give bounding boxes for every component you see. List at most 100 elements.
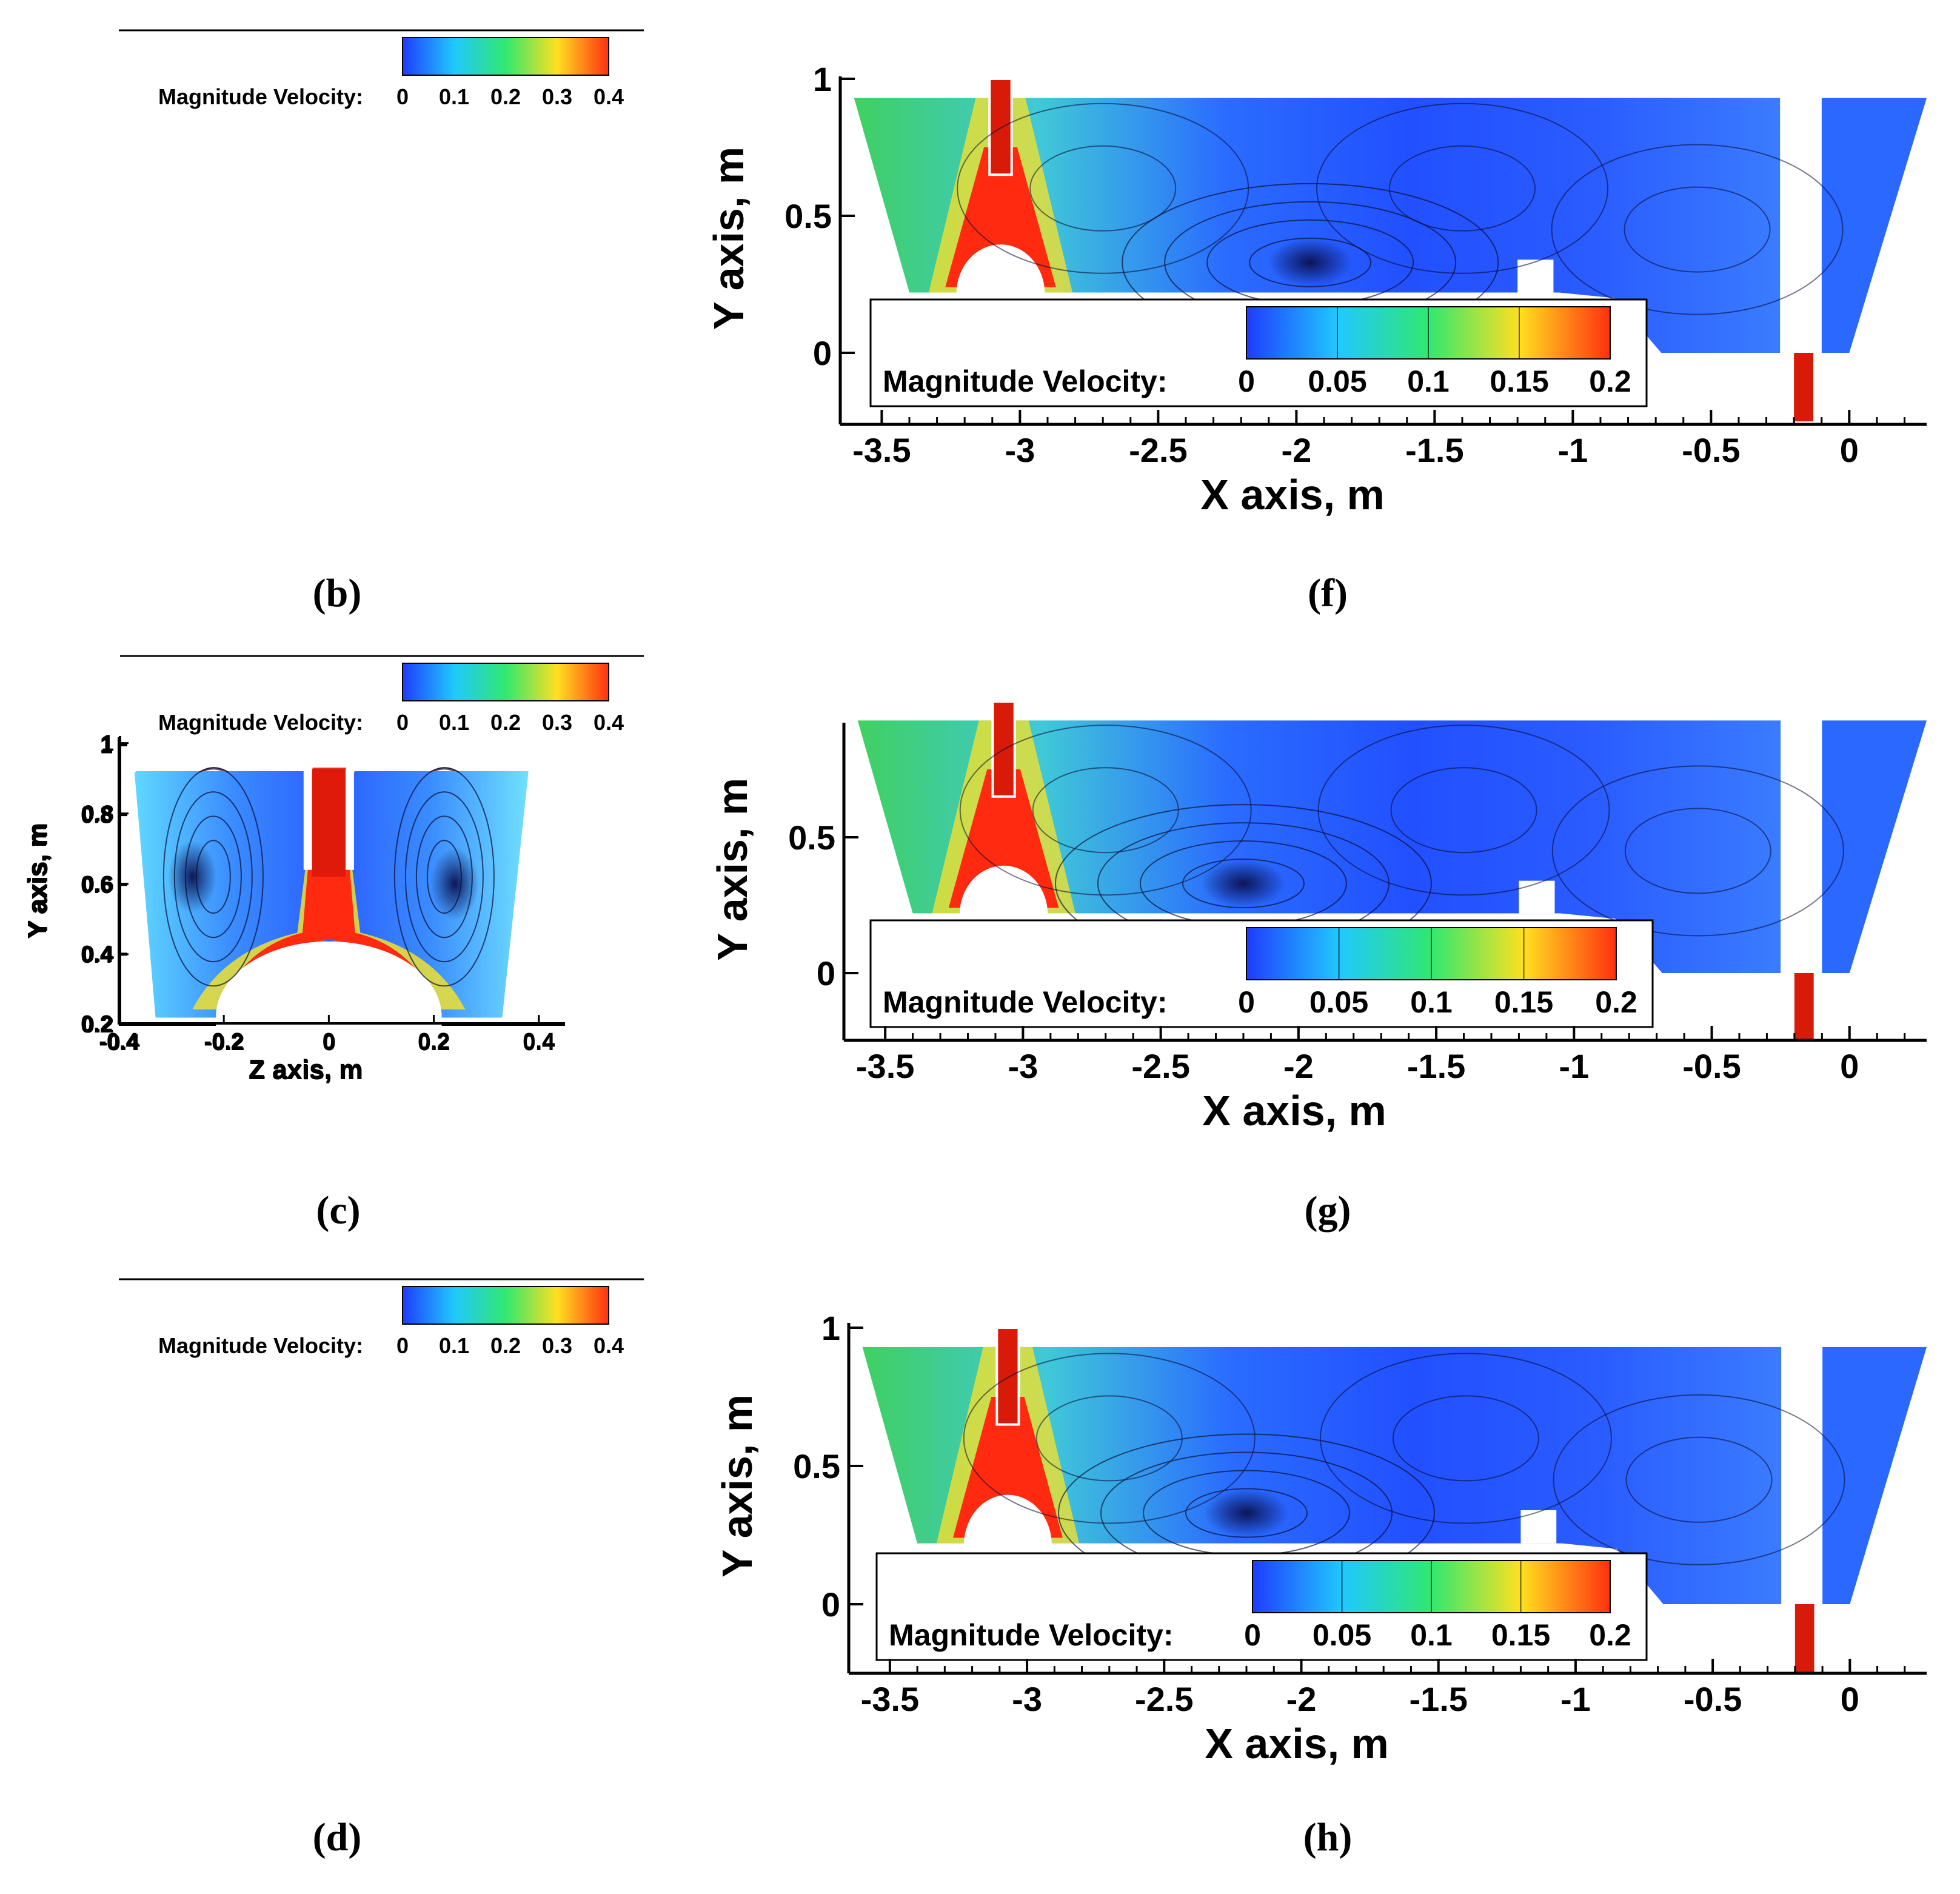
streamline: [1029, 145, 1177, 232]
vortex-core: [1204, 1488, 1289, 1538]
x-tick-label: -3.5: [861, 1680, 920, 1718]
x-tick-label: -0.2: [204, 1029, 243, 1054]
colorbar-tick-label: 0.2: [490, 1333, 521, 1358]
y-tick-label: 0.8: [82, 801, 114, 827]
y-axis-label: Y axis, m: [24, 823, 53, 938]
streamline: [1392, 1395, 1539, 1482]
x-tick-label: 0.2: [418, 1029, 450, 1054]
streamline: [162, 767, 264, 987]
colorbar-title: Magnitude Velocity:: [889, 1618, 1174, 1652]
y-axis-label: Y axis, m: [22, 823, 52, 938]
x-tick-label: 0: [1841, 1680, 1859, 1718]
colorbar-tick-label: 0.3: [542, 84, 572, 109]
outlet-pipe: [1794, 347, 1814, 421]
streamline: [1553, 1394, 1845, 1565]
dam-block: [1517, 259, 1554, 293]
streamline: [1388, 145, 1536, 232]
colorbar-tick-label: 0.15: [1494, 985, 1553, 1019]
y-tick-label: 0.4: [81, 943, 113, 968]
streamline: [1551, 765, 1844, 937]
colorbar: [402, 663, 609, 701]
colorbar-tick-label: 0.3: [542, 1333, 572, 1358]
streamline: [1032, 767, 1179, 854]
y-tick-label: 0.2: [81, 1011, 113, 1037]
x-tick-label: -3: [1005, 431, 1035, 469]
colorbar-tick-label: 0: [1244, 1618, 1261, 1652]
y-axis-label: Y axis, m: [22, 824, 52, 939]
streamline: [959, 724, 1252, 896]
streamline: [963, 1353, 1256, 1524]
x-tick-label: -1: [1557, 431, 1588, 469]
x-axis-label: X axis, m: [1202, 1087, 1386, 1134]
velocity-field-outlet: [1821, 98, 1927, 353]
colorbar: [402, 37, 609, 76]
y-tick-label: 1: [813, 60, 832, 98]
colorbar: [402, 1286, 609, 1325]
streamline: [957, 102, 1249, 274]
x-axis-label: Z axis, m: [249, 1056, 363, 1085]
colorbar-tick-label: 0.1: [1407, 364, 1450, 398]
x-tick-label: -0.4: [100, 1030, 139, 1056]
y-tick-label: 1: [821, 1309, 840, 1347]
colorbar-tick-label: 0.3: [542, 710, 572, 735]
streamline: [1319, 1353, 1612, 1524]
y-tick-label: 0.8: [81, 802, 113, 828]
colorbar-tick-label: 0.1: [439, 84, 469, 109]
colorbar-tick-label: 0.2: [490, 710, 521, 735]
y-tick-label: 1: [100, 734, 113, 759]
panel-h: Magnitude Velocity: 0 0.05 0.1 0.15 0.2 -3.5 -3…: [714, 1309, 1927, 1859]
colorbar-tick-label: 0.05: [1309, 985, 1368, 1019]
x-axis-label: X axis, m: [1200, 471, 1385, 518]
colorbar-tick-label: 0: [396, 84, 409, 109]
x-tick-label: -2: [1283, 1047, 1314, 1085]
vortex-core: [430, 847, 480, 920]
colorbar-tick-label: 0.2: [1589, 364, 1631, 398]
inlet-jet: [312, 768, 346, 877]
x-tick-label: -2: [1286, 1680, 1317, 1718]
colorbar-tick-label: 0.4: [594, 1333, 624, 1358]
streamline: [1185, 1488, 1308, 1538]
x-tick-label: -3.5: [856, 1047, 915, 1085]
x-tick-label: -2.5: [1131, 1047, 1190, 1085]
y-tick-label: 0.8: [81, 803, 113, 829]
outlet-gap: [1781, 720, 1822, 973]
x-tick-label: -0.4: [99, 1030, 138, 1056]
streamline: [1551, 144, 1844, 315]
colorbar-tick-label: 0.05: [1308, 364, 1366, 398]
panel-label: (c): [316, 1188, 360, 1233]
streamline: [1182, 858, 1305, 909]
colorbar-tick-label: 0.2: [1595, 985, 1637, 1019]
x-tick-label: -2: [1281, 431, 1311, 469]
vortex-core: [1268, 238, 1353, 287]
panel-f: Magnitude Velocity: 0 0.05 0.1 0.15 0.2 -3.5 -3…: [705, 60, 1927, 615]
y-tick-label: 0: [813, 334, 832, 372]
y-tick-label: 0.2: [81, 1012, 113, 1038]
streamline: [173, 791, 253, 963]
x-tick-label: -0.4: [99, 1029, 138, 1054]
vortex-core: [1200, 859, 1286, 908]
colorbar-tick-label: 0.4: [594, 84, 624, 109]
colorbar-tick-label: 0.1: [1410, 1618, 1453, 1652]
x-tick-label: -1.5: [1407, 1047, 1466, 1085]
vortex-core: [168, 840, 217, 914]
x-tick-label: 0: [323, 1030, 336, 1056]
colorbar-tick-label: 0.05: [1313, 1618, 1371, 1652]
x-tick-label: -3: [1012, 1680, 1042, 1718]
streamline: [1249, 237, 1372, 287]
y-tick-label: 0.2: [82, 1012, 114, 1038]
y-tick-label: 1: [100, 732, 113, 758]
x-tick-label: -1: [1559, 1047, 1589, 1085]
colorbar-tick-label: 0: [1238, 985, 1255, 1019]
y-tick-label: 0.6: [81, 873, 113, 898]
colorbar-tick-label: 0.1: [1410, 985, 1453, 1019]
outlet-pipe: [1794, 968, 1814, 1041]
y-tick-label: 0: [821, 1585, 840, 1624]
streamline: [1316, 102, 1608, 274]
x-tick-label: 0: [1840, 431, 1859, 469]
colorbar-tick-label: 0: [396, 1333, 409, 1358]
x-tick-label: -0.2: [204, 1030, 243, 1056]
jet-plume-red: [952, 1397, 1063, 1538]
streamline: [1390, 767, 1537, 854]
